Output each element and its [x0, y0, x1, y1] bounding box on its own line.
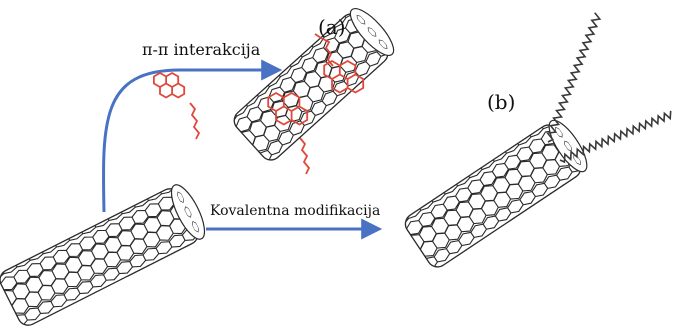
pi-pi-label: π-π interakcija: [142, 40, 261, 59]
adsorbed-molecule-1: [314, 33, 365, 94]
pristine-nanotube: [0, 184, 206, 329]
covalent-label: Kovalentna modifikacija: [210, 203, 380, 219]
alkyl-chain-upper: [546, 12, 602, 143]
covalent-nanotube: [401, 119, 588, 271]
adsorbed-molecule-2: [267, 91, 311, 175]
noncovalent-nanotube: [229, 8, 395, 165]
label-a: (a): [318, 15, 346, 39]
pi-pi-arrow: [101, 59, 283, 213]
free-pyrene-molecule: [153, 71, 201, 140]
alkyl-chain-lower: [559, 110, 672, 164]
label-b: (b): [487, 90, 515, 114]
